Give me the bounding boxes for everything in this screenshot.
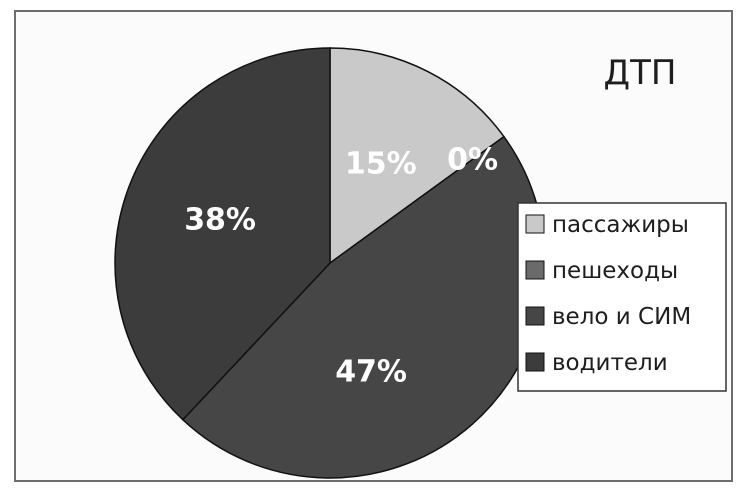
slice-label-4: 38% — [184, 203, 256, 238]
pie-slice-4 — [114, 47, 331, 421]
pie-slice-1 — [329, 47, 505, 265]
legend-box — [517, 202, 727, 392]
legend-label-1: пассажиры — [552, 212, 689, 238]
legend-label-2: пешеходы — [552, 258, 678, 284]
legend-swatch-1 — [525, 214, 545, 234]
legend-swatch-2 — [525, 260, 545, 280]
chart-title: ДТП — [604, 53, 677, 93]
legend-swatch-3 — [525, 306, 545, 326]
legend: пассажиры пешеходы вело и СИМ водители — [517, 202, 727, 392]
legend-swatch-4 — [525, 352, 545, 372]
slice-label-3: 47% — [335, 355, 407, 390]
slice-label-2: 0% — [447, 142, 498, 177]
slice-labels: 15% 0% 47% 38% — [184, 142, 498, 389]
legend-label-4: водители — [552, 350, 668, 376]
pie-slices — [114, 47, 546, 479]
slice-label-1: 15% — [345, 146, 417, 181]
legend-label-3: вело и СИМ — [552, 304, 691, 330]
